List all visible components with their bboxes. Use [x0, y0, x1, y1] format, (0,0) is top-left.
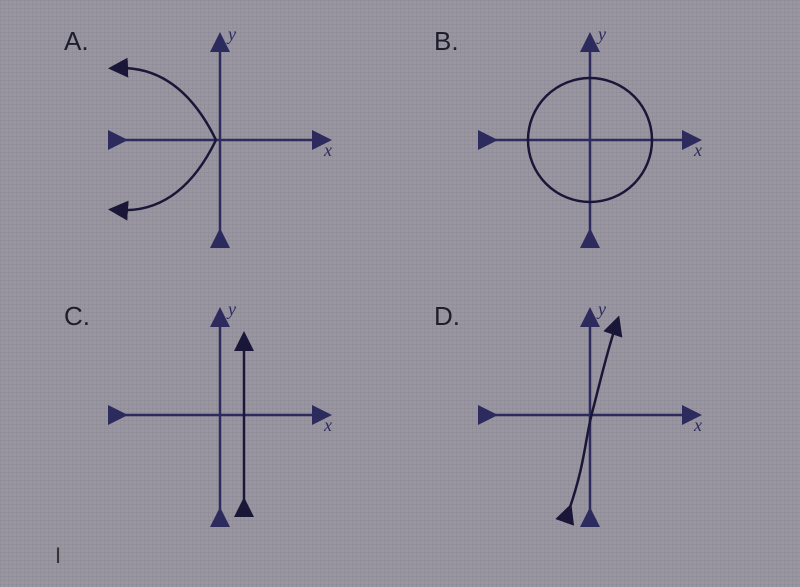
x-label: x — [693, 140, 702, 160]
y-label: y — [596, 299, 606, 319]
option-b: B. y x — [430, 20, 760, 285]
x-label: x — [693, 415, 702, 435]
graph-b: y x — [430, 20, 730, 260]
graph-a: y x — [60, 20, 360, 260]
graph-d: y x — [430, 295, 730, 535]
option-c: C. y x — [60, 295, 390, 560]
text-cursor-icon: I — [55, 543, 61, 569]
x-label: x — [323, 415, 332, 435]
y-label: y — [226, 24, 236, 44]
option-label-a: A. — [64, 26, 89, 57]
option-label-b: B. — [434, 26, 459, 57]
graph-c: y x — [60, 295, 360, 535]
graph-grid: A. y x B. — [60, 20, 760, 560]
option-label-d: D. — [434, 301, 460, 332]
y-label: y — [226, 299, 236, 319]
option-d: D. y x — [430, 295, 760, 560]
y-label: y — [596, 24, 606, 44]
option-a: A. y x — [60, 20, 390, 285]
x-label: x — [323, 140, 332, 160]
option-label-c: C. — [64, 301, 90, 332]
